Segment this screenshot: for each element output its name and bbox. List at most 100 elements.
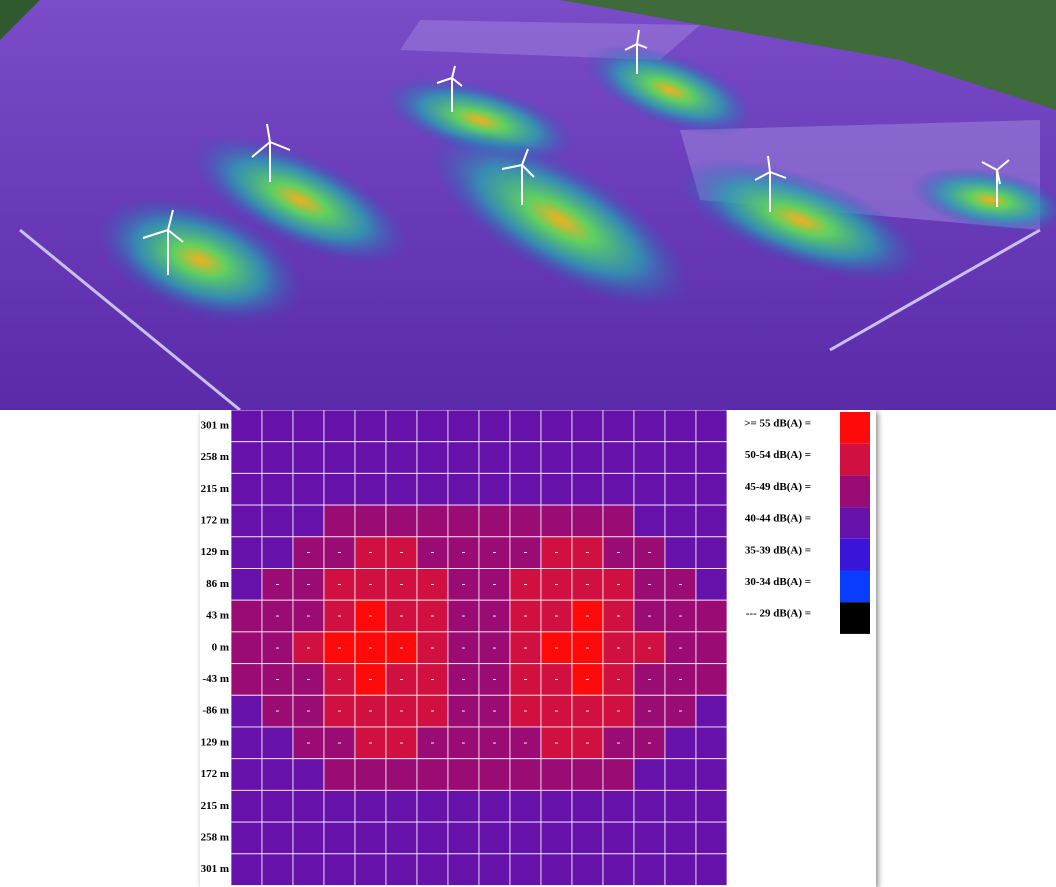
cell-marker: - [524,610,528,622]
heatmap-cell [231,695,262,727]
heatmap-cell [293,822,324,854]
terrain-rendering [0,0,1056,410]
heatmap-cell [355,473,386,505]
heatmap-cell [665,505,696,537]
row-label: -43 m [202,673,229,685]
heatmap-cell [696,473,727,505]
heatmap-cell [696,600,727,632]
cell-marker: - [307,610,311,622]
row-label: 129 m [201,546,229,558]
heatmap-cell [448,410,479,442]
cell-marker: - [369,673,373,685]
cell-marker: - [555,578,559,590]
row-label: 0 m [212,641,229,653]
heatmap-cell [572,442,603,474]
heatmap-cell [231,759,262,791]
cell-marker: - [369,610,373,622]
heatmap-cell [417,822,448,854]
cell-marker: - [369,546,373,558]
cell-marker: - [431,705,435,717]
cell-marker: - [648,641,652,653]
heatmap-cell [231,632,262,664]
cell-marker: - [493,705,497,717]
heatmap-cell [355,442,386,474]
cell-marker: - [493,641,497,653]
cell-marker: - [555,705,559,717]
heatmap-cell [231,442,262,474]
heatmap-cell [262,505,293,537]
cell-marker: - [648,673,652,685]
row-label: -86 m [202,705,229,717]
heatmap-cell [603,442,634,474]
heatmap-cell [510,442,541,474]
legend-swatch [840,571,870,603]
heatmap-cell [417,442,448,474]
heatmap-cell [541,790,572,822]
cell-marker: - [679,673,683,685]
heatmap-cell [665,410,696,442]
heatmap-cell [696,537,727,569]
cell-marker: - [400,578,404,590]
cell-marker: - [276,610,280,622]
heatmap-cell [510,854,541,886]
heatmap-cell [448,822,479,854]
heatmap-cell [448,505,479,537]
cell-marker: - [617,610,621,622]
heatmap-cell [634,759,665,791]
heatmap-cell [355,505,386,537]
heatmap-cell [448,473,479,505]
cell-marker: - [431,736,435,748]
heatmap-cell [324,410,355,442]
legend-swatch [840,475,870,507]
cell-marker: - [462,610,466,622]
cell-marker: - [617,578,621,590]
row-label: 172 m [201,768,229,780]
row-label: 258 m [201,831,229,843]
heatmap-cell [293,790,324,822]
cell-marker: - [307,736,311,748]
cell-marker: - [462,641,466,653]
cell-marker: - [307,641,311,653]
legend-label: --- 29 dB(A) = [746,608,811,620]
heatmap-cell [417,505,448,537]
heatmap-cell [231,790,262,822]
cell-marker: - [400,736,404,748]
cell-marker: - [586,546,590,558]
heatmap-cell [634,473,665,505]
heatmap-cell [386,473,417,505]
cell-marker: - [400,641,404,653]
cell-marker: - [648,736,652,748]
cell-marker: - [679,578,683,590]
heatmap-cell [262,410,293,442]
cell-marker: - [307,546,311,558]
cell-marker: - [338,546,342,558]
heatmap-cell [231,473,262,505]
heatmap-cell [510,473,541,505]
legend-label: 35-39 dB(A) = [745,544,811,556]
heatmap-cell [324,790,355,822]
heatmap-cell [665,537,696,569]
heatmap-cell [293,410,324,442]
heatmap-cell [634,790,665,822]
heatmap-cell [293,442,324,474]
heatmap-cell [696,790,727,822]
legend-label: 50-54 dB(A) = [745,449,811,461]
heatmap-cell [231,822,262,854]
cell-marker: - [648,610,652,622]
heatmap-cell [510,410,541,442]
heatmap-cell [324,442,355,474]
heatmap-cell [696,759,727,791]
cell-marker: - [617,546,621,558]
cell-marker: - [493,610,497,622]
heatmap-cell [448,759,479,791]
cell-marker: - [648,705,652,717]
heatmap-cell [386,410,417,442]
cell-marker: - [338,705,342,717]
heatmap-cell [262,537,293,569]
heatmap-cell [231,410,262,442]
cell-marker: - [276,705,280,717]
heatmap-cell [479,759,510,791]
noise-heatmap: 301 m258 m215 m172 m129 m------------86 … [0,410,1056,887]
cell-marker: - [431,578,435,590]
heatmap-cell [293,854,324,886]
